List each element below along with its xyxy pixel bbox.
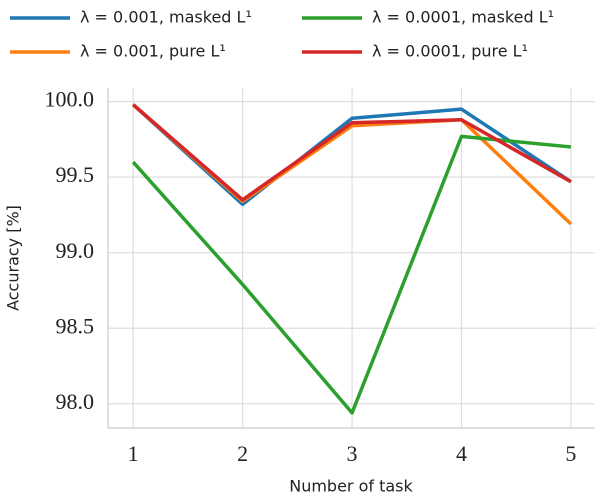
x-tick-label: 4 [456, 441, 467, 466]
legend-label: λ = 0.001, masked L¹ [80, 8, 252, 27]
x-tick-label: 3 [347, 441, 358, 466]
y-axis-label: Accuracy [%] [4, 205, 23, 311]
y-tick-label: 98.0 [56, 389, 95, 414]
series-line [132, 103, 572, 202]
legend-label: λ = 0.0001, masked L¹ [372, 8, 554, 27]
x-tick-label: 1 [128, 441, 139, 466]
y-tick-label: 98.5 [56, 313, 95, 338]
y-tick-label: 99.0 [56, 238, 95, 263]
x-tick-label: 5 [565, 441, 576, 466]
legend-label: λ = 0.0001, pure L¹ [372, 42, 528, 61]
y-tick-label: 100.0 [45, 87, 95, 112]
legend-label: λ = 0.001, pure L¹ [80, 42, 226, 61]
x-axis-label: Number of task [289, 477, 413, 496]
y-tick-label: 99.5 [56, 162, 95, 187]
x-tick-label: 2 [237, 441, 248, 466]
